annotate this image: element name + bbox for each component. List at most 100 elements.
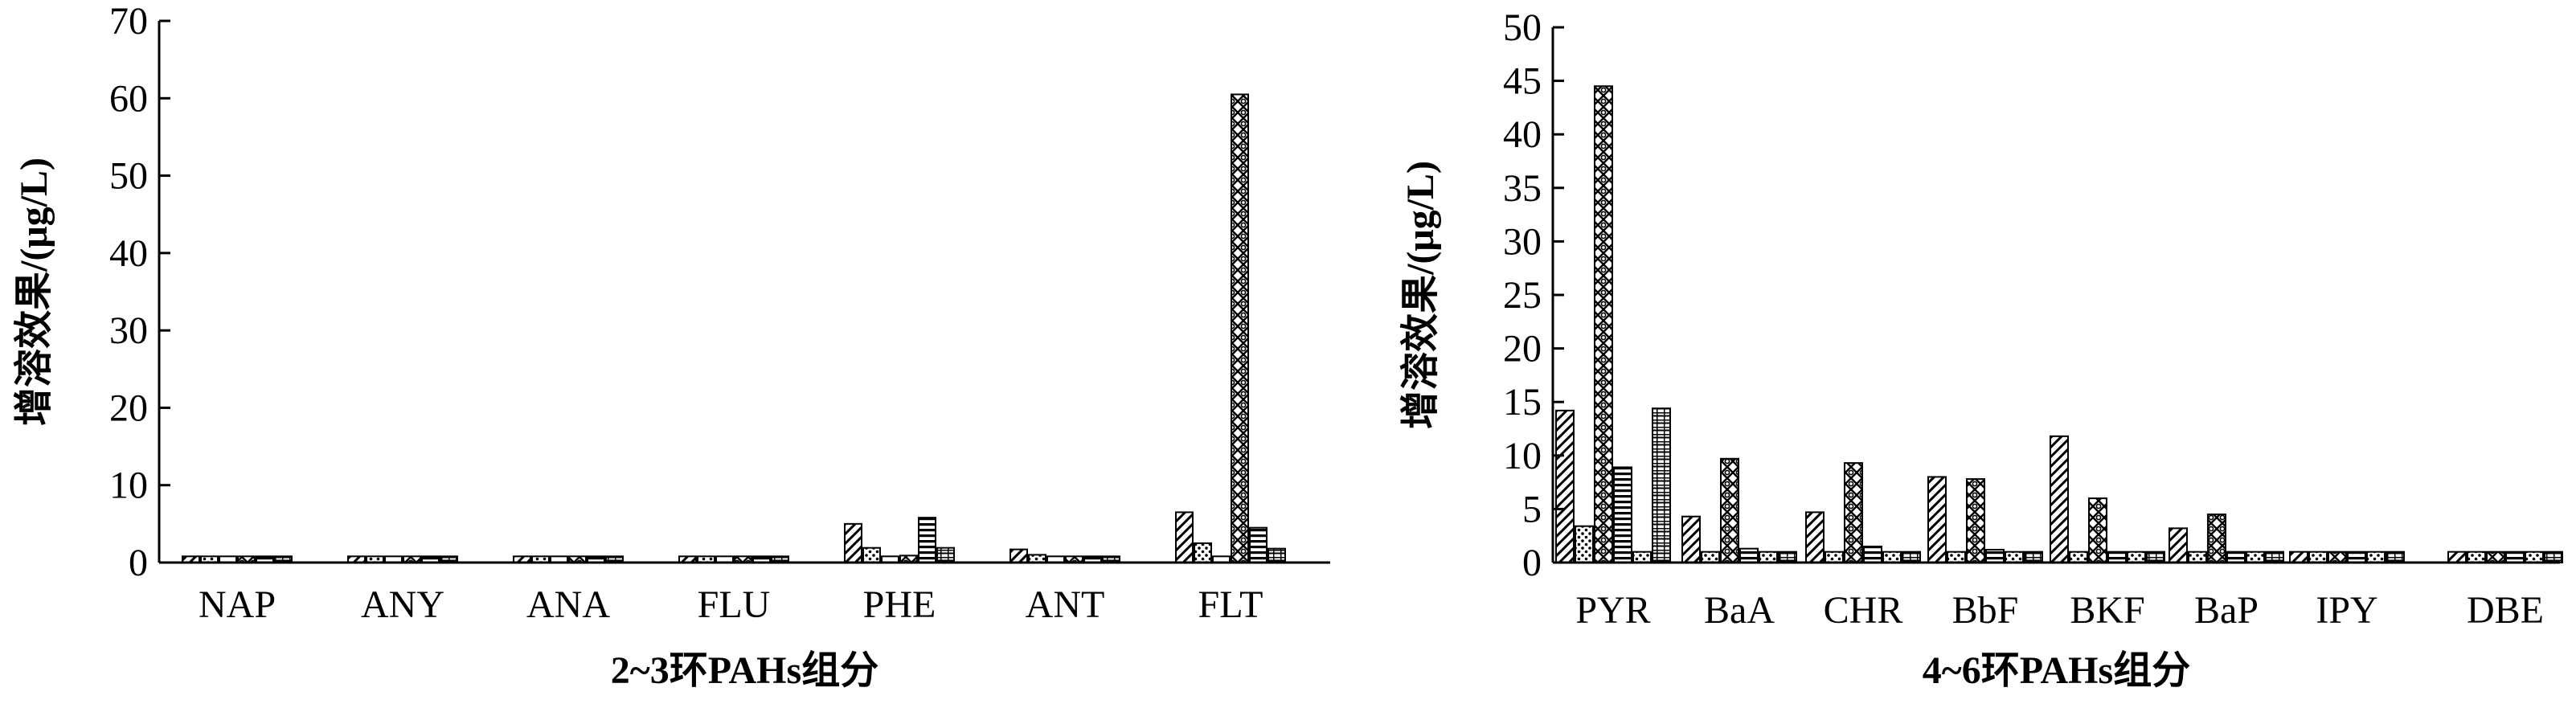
x-tick-label: BbF [1952,589,2019,632]
bar-dbe-s4 [2505,550,2525,563]
bar-flt-s4 [1231,93,1249,563]
x-tick-labels: PYR BaA CHR BbF BKF BaP IPY DBE [1575,589,2544,632]
bars-group [182,93,1286,564]
y-tick-label: 40 [1503,113,1542,156]
bar-dbe-s2 [2467,550,2486,563]
bar-bbf-s6 [2024,550,2043,563]
bar-pyr-s5 [1632,550,1652,563]
x-tick-label: ANY [361,583,444,626]
x-tick-label: BaA [1704,589,1775,632]
y-tick-label: 70 [109,0,148,43]
bar-baa-s6 [1778,550,1797,563]
bar-ipy-s3 [2328,550,2347,563]
bar-baa-s3 [1720,457,1739,564]
bar-bkf-s6 [2146,550,2165,563]
x-tick-label: ANT [1026,583,1105,626]
bar-bbf-s1 [1927,476,1947,563]
bar-pyr-s2 [1575,525,1594,563]
bar-bap-s1 [2169,527,2188,563]
bar-dbe-s5 [2525,550,2544,563]
y-tick-label: 50 [1503,6,1542,49]
y-tick-label: 30 [109,309,148,352]
bar-bap-s5 [2246,550,2265,563]
bar-pyr-s1 [1555,409,1575,563]
bar-dbe-s1 [2447,550,2467,563]
x-tick-label: NAP [199,583,276,626]
y-tick-label: 5 [1522,488,1542,530]
x-tick-label: ANA [526,583,610,626]
x-tick-label: FLT [1198,583,1263,626]
bar-baa-s5 [1759,550,1778,563]
bar-phe-s2 [862,546,881,563]
bar-phe-s1 [844,522,862,563]
bar-ipy-s2 [2308,550,2328,563]
bar-ipy-s1 [2289,550,2308,563]
y-tick-label: 35 [1503,167,1542,210]
bar-bap-s3 [2207,514,2226,563]
bar-phe-s6 [936,546,955,563]
bar-bbf-s3 [1966,478,1985,563]
bar-bbf-s5 [2005,550,2024,563]
bars-group [1555,85,2563,564]
bar-bap-s4 [2226,550,2246,563]
chart-right: 0 5 10 15 20 25 30 35 40 45 50 PYR BaA CHR BbF BKF BaP I… [1399,6,2563,692]
bar-chr-s6 [1902,550,1921,563]
x-tick-label: DBE [2467,589,2544,632]
bar-chr-s4 [1863,546,1882,564]
bar-bbf-s2 [1947,550,1966,563]
bar-flt-s2 [1194,542,1212,564]
bar-pyr-s6 [1652,407,1671,563]
bar-chr-s2 [1824,550,1844,563]
bar-baa-s4 [1739,547,1759,564]
bar-ipy-s6 [2386,550,2405,563]
y-ticks: 0 5 10 15 20 25 30 35 40 45 50 [1503,6,1564,584]
bar-baa-s1 [1681,515,1701,563]
bar-ipy-s4 [2347,550,2366,563]
bar-baa-s2 [1701,550,1720,563]
y-tick-label: 10 [109,464,148,507]
y-tick-label: 15 [1503,381,1542,424]
bar-ant-s1 [1010,548,1028,563]
bar-bkf-s4 [2107,550,2127,563]
bar-flt-s6 [1268,547,1286,564]
x-tick-label: IPY [2316,589,2377,632]
bar-dbe-s3 [2486,550,2505,563]
y-tick-label: 0 [1522,542,1542,584]
bar-bkf-s2 [2069,550,2088,563]
y-axis-title: 增溶效果/(μg/L) [1399,161,1442,429]
bar-flt-s5 [1249,526,1268,564]
y-tick-label: 20 [1503,328,1542,370]
y-ticks: 0 10 20 30 40 50 60 70 [109,0,170,584]
x-tick-label: CHR [1824,589,1903,632]
x-axis-title: 2~3环PAHs组分 [611,649,878,692]
bar-bkf-s1 [2050,435,2069,563]
bar-bkf-s3 [2088,497,2107,564]
bar-chr-s3 [1844,462,1863,564]
bar-bap-s6 [2265,550,2284,563]
x-tick-label: BKF [2070,589,2144,632]
x-tick-label: PHE [863,583,936,626]
y-tick-label: 25 [1503,274,1542,317]
bar-bbf-s4 [1985,549,2005,563]
x-tick-label: BaP [2194,589,2259,632]
chart-left: 0 10 20 30 40 50 60 70 NAP ANY ANA FLU PHE ANT FLT 2~… [13,0,1330,692]
bar-dbe-s6 [2544,550,2563,563]
bar-pyr-s3 [1594,85,1613,563]
bar-phe-s5 [918,517,936,564]
x-tick-labels: NAP ANY ANA FLU PHE ANT FLT [199,583,1263,626]
y-tick-label: 30 [1503,220,1542,263]
bar-chr-s1 [1805,511,1824,563]
y-axis-title: 增溶效果/(μg/L) [13,158,55,426]
x-tick-label: PYR [1575,589,1650,632]
y-tick-label: 60 [109,77,148,120]
y-tick-label: 40 [109,232,148,275]
bar-bap-s2 [2188,550,2207,563]
bar-flt-s1 [1175,511,1194,564]
y-tick-label: 0 [129,542,148,584]
bar-chr-s5 [1882,550,1902,563]
x-axis-title: 4~6环PAHs组分 [1923,649,2190,692]
y-tick-label: 20 [109,387,148,429]
y-tick-label: 45 [1503,60,1542,103]
